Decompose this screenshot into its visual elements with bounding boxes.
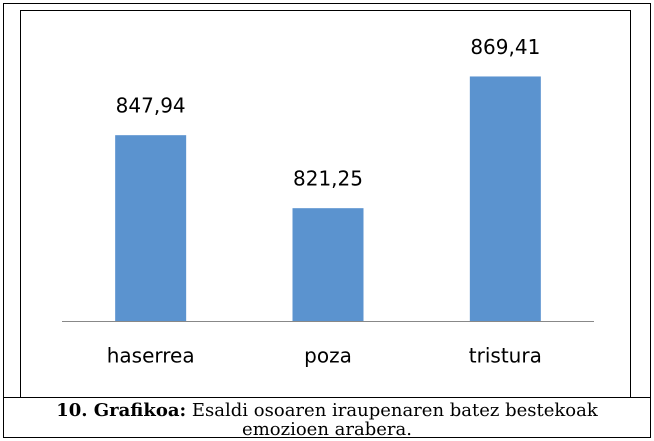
caption-text: Esaldi osoaren iraupenaren batez besteko…: [192, 400, 599, 421]
chart-frame: [20, 10, 631, 398]
caption-line: 10. Grafikoa: Esaldi osoaren iraupenaren…: [56, 400, 599, 421]
x-tick-label: tristura: [469, 344, 542, 368]
bar: [115, 135, 187, 321]
bar: [292, 208, 364, 321]
outer-frame: [3, 3, 651, 438]
x-tick-label: haserrea: [107, 344, 195, 368]
data-label: 821,25: [293, 167, 363, 191]
caption-label: 10. Grafikoa:: [56, 400, 186, 421]
x-tick-label: poza: [304, 344, 352, 368]
caption-line: emozioen arabera.: [242, 419, 412, 440]
bar: [469, 76, 541, 321]
data-label: 847,94: [116, 94, 186, 118]
data-label: 869,41: [470, 35, 540, 59]
